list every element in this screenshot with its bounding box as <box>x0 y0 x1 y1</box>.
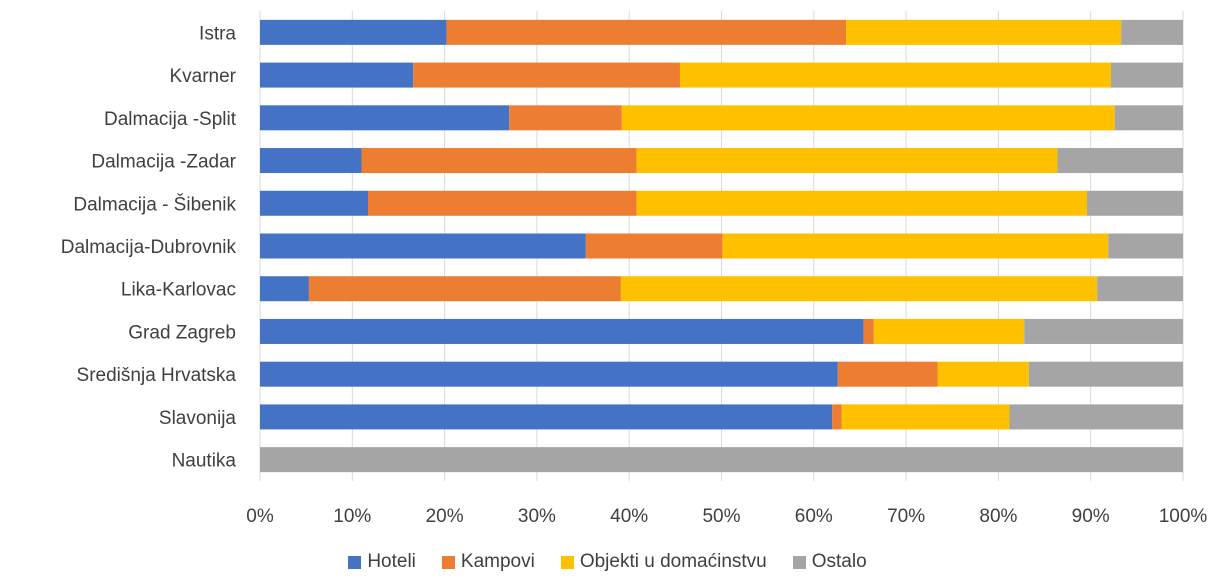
bar-segment <box>636 190 1088 216</box>
legend-swatch <box>792 555 806 569</box>
bar-segment <box>260 19 447 45</box>
legend-label: Kampovi <box>460 551 535 572</box>
legend-swatch <box>560 555 574 569</box>
bar-segment <box>1108 233 1183 259</box>
legend-swatch <box>348 555 362 569</box>
bar-segment <box>620 276 1098 302</box>
category-label: Središnja Hrvatska <box>77 365 237 386</box>
legend-swatch <box>441 555 455 569</box>
bar-segment <box>841 404 1010 430</box>
x-tick-label: 50% <box>702 506 740 527</box>
bar-segment <box>1028 361 1183 387</box>
category-label: Nautika <box>172 451 237 472</box>
bar-segment <box>446 19 847 45</box>
legend-item: Hoteli <box>348 551 416 573</box>
bar-segment <box>260 276 309 302</box>
category-labels: Istra Kvarner Dalmacija -Split Dalmacija -Z… <box>61 23 237 471</box>
category-label: Kvarner <box>169 66 236 87</box>
category-label: Lika-Karlovac <box>121 280 236 301</box>
legend-item: Objekti u domaćinstvu <box>560 551 767 573</box>
bar-segment <box>367 190 637 216</box>
bar-segment <box>260 190 368 216</box>
legend-label: Objekti u domaćinstvu <box>579 551 767 572</box>
bar-segment <box>1024 318 1183 344</box>
bar-segment <box>1114 105 1183 131</box>
bar-segment <box>260 404 833 430</box>
bar-segment <box>260 447 1183 473</box>
x-tick-label: 90% <box>1072 506 1110 527</box>
bar-segment <box>1087 190 1183 216</box>
bar-segment <box>621 105 1115 131</box>
x-tick-labels: 0% 10% 20% 30% 40% 50% 60% 70% 80% 90% 100% <box>246 506 1207 527</box>
bar-segment <box>937 361 1029 387</box>
category-label: Dalmacija -Split <box>104 109 237 130</box>
bar-segment <box>1111 62 1183 88</box>
x-tick-label: 70% <box>887 506 925 527</box>
chart-plot: Istra Kvarner Dalmacija -Split Dalmacija -Z… <box>61 11 1207 527</box>
bar-segment <box>837 361 938 387</box>
bar-segment <box>260 148 362 174</box>
bar-segment <box>846 19 1122 45</box>
x-tick-label: 30% <box>518 506 556 527</box>
bar-segment <box>1009 404 1183 430</box>
bar-segment <box>873 318 1025 344</box>
bar-segment <box>260 318 864 344</box>
x-tick-label: 60% <box>795 506 833 527</box>
bars <box>260 19 1183 473</box>
bar-segment <box>722 233 1109 259</box>
bar-segment <box>1057 148 1183 174</box>
x-tick-label: 10% <box>333 506 371 527</box>
bar-segment <box>1097 276 1183 302</box>
x-tick-label: 80% <box>979 506 1017 527</box>
bar-segment <box>1121 19 1183 45</box>
x-tick-label: 20% <box>426 506 464 527</box>
bar-segment <box>636 148 1058 174</box>
x-tick-label: 40% <box>610 506 648 527</box>
legend-item: Ostalo <box>792 551 867 573</box>
legend: Hoteli Kampovi Objekti u domaćinstvu Ostalo <box>0 551 1215 573</box>
bar-segment <box>832 404 842 430</box>
category-label: Dalmacija-Dubrovnik <box>61 237 237 258</box>
legend-label: Hoteli <box>367 551 416 572</box>
category-label: Istra <box>199 23 236 44</box>
bar-segment <box>260 105 510 131</box>
bar-segment <box>260 62 414 88</box>
category-label: Dalmacija -Zadar <box>91 152 236 173</box>
bar-segment <box>863 318 874 344</box>
bar-segment <box>260 361 838 387</box>
x-tick-label: 0% <box>246 506 274 527</box>
legend-item: Kampovi <box>441 551 535 573</box>
bar-segment <box>361 148 637 174</box>
category-label: Dalmacija - Šibenik <box>73 193 236 215</box>
bar-segment <box>679 62 1112 88</box>
category-label: Grad Zagreb <box>128 322 236 343</box>
legend-label: Ostalo <box>811 551 867 572</box>
bar-segment <box>585 233 723 259</box>
bar-segment <box>260 233 586 259</box>
bar-segment <box>509 105 622 131</box>
x-tick-label: 100% <box>1159 506 1208 527</box>
bar-segment <box>308 276 621 302</box>
bar-segment <box>413 62 680 88</box>
category-label: Slavonija <box>159 408 237 429</box>
